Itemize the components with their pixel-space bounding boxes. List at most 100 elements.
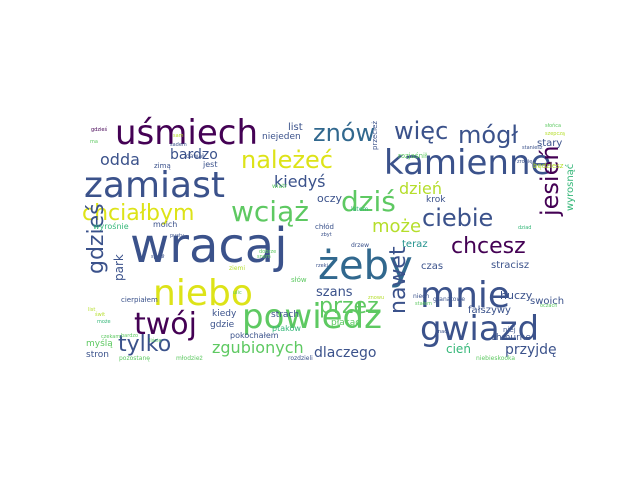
word-moze: może	[372, 216, 422, 237]
word-sam: sam	[173, 133, 184, 139]
word-rozjasnil: rozjaśnił	[398, 152, 427, 160]
word-nalezec: należeć	[241, 146, 333, 174]
word-dzis: dziś	[341, 185, 396, 218]
word-dziad: dziad	[518, 225, 532, 231]
word-stracisz: stracisz	[491, 260, 530, 271]
word-powiedz: powiedz	[242, 297, 382, 337]
word-gwiazd: gwiazd	[420, 309, 540, 349]
word-slonca: słońca	[545, 123, 562, 129]
word-ulic: ulic	[233, 290, 242, 296]
word-kiedys: kiedyś	[274, 172, 326, 191]
word-znowu: znowu	[368, 295, 385, 301]
word-niebo: niebo	[153, 273, 253, 314]
word-strach: strach	[271, 310, 300, 320]
word-wyrosnac: wyrosnąć	[565, 163, 576, 211]
word-ma: ma	[90, 139, 98, 145]
word-dobrze: dobrze	[259, 249, 277, 255]
word-niejeden: niejeden	[262, 132, 301, 142]
word-zima: zimą	[154, 162, 171, 170]
word-pusty: pusty	[170, 233, 184, 239]
word-staniesz: staniesz	[522, 145, 543, 151]
word-przez: przez	[319, 294, 379, 319]
word-wyrosnie: wyrośnie	[93, 222, 129, 231]
word-granatowe: granatowe	[433, 296, 466, 303]
word-spadl: spadł	[151, 254, 165, 260]
word-swit: świt	[95, 312, 106, 318]
word-gdzie: gdzie	[210, 320, 235, 330]
word-chcesz: chcesz	[451, 234, 526, 259]
word-mlodziez: młodzież	[176, 355, 203, 362]
word-szepcza: szepczą	[545, 131, 565, 137]
word-zgubionych: zgubionych	[212, 338, 304, 357]
word-zamiast: zamiast	[84, 165, 225, 206]
word-dzien: dzień	[399, 179, 442, 198]
word-jest: jest	[203, 160, 218, 169]
word-rozdzieli: rozdzieli	[288, 355, 313, 362]
word-czekam: czekam	[101, 334, 121, 340]
word-chmurne: chmurne	[491, 333, 531, 343]
word-park: park	[112, 254, 126, 281]
word-falszywy: fałszywy	[468, 305, 511, 316]
word-nawet: nawet	[386, 246, 411, 314]
word-niej: niej	[503, 326, 516, 334]
word-moich: moich	[153, 220, 178, 229]
word-stary: stary	[537, 138, 563, 149]
word-gdzies: gdzieś	[84, 203, 109, 274]
word-mysla: myślą	[86, 339, 113, 349]
word-pokochalem: pokochałem	[230, 331, 279, 340]
word-stalem: stałem	[415, 301, 432, 307]
word-kamienne: kamienne	[384, 143, 552, 183]
word-bardzo: bardzo	[170, 147, 218, 163]
word-stron: stron	[86, 350, 109, 360]
word-twoj: twój	[134, 307, 197, 342]
word-sadem: sadem	[170, 142, 187, 148]
word-krok: krok	[426, 195, 446, 205]
word-cien: cień	[446, 342, 471, 356]
word-wciaz: wciąż	[231, 195, 309, 228]
word-rzeki: rzeki	[316, 263, 329, 269]
word-list-small: list	[88, 307, 96, 313]
word-ciebie: ciebie	[422, 204, 494, 232]
word-niech: niech	[413, 293, 430, 300]
word-ptakow: ptaków	[272, 324, 301, 333]
word-przeciez: przecież	[371, 120, 379, 150]
word-list: list	[288, 122, 303, 133]
word-zrobie: zrobię	[517, 159, 533, 165]
word-slow: słów	[291, 276, 307, 284]
word-moze-small: może	[97, 319, 111, 325]
word-mnie: mnie	[420, 275, 511, 316]
word-teraz: teraz	[402, 239, 428, 250]
word-gdzies-small: gdzieś	[91, 127, 108, 133]
word-chcialbym: chciałbym	[82, 201, 195, 226]
word-niebieskooka: niebieskooka	[476, 355, 516, 362]
word-jesien: jesień	[536, 145, 564, 216]
word-latem: latem	[351, 206, 369, 213]
word-bedziesz: będziesz	[533, 162, 564, 170]
word-oczy: oczy	[317, 192, 343, 205]
word-zeby: żeby	[318, 243, 413, 289]
word-wracaj: wracaj	[130, 218, 288, 274]
word-nad: nad	[438, 329, 448, 335]
word-zbyt: zbyt	[321, 232, 332, 238]
word-liscie: liście	[149, 338, 162, 344]
word-swoich: swoich	[530, 296, 565, 307]
word-bardzo-small: bardzo	[121, 333, 139, 339]
word-dawal: dawał	[186, 153, 204, 160]
word-drzew: drzew	[351, 242, 370, 249]
word-cierpialem: cierpiałem	[121, 296, 158, 304]
word-usmiech: uśmiech	[115, 113, 258, 153]
word-znow: znów	[313, 119, 376, 147]
word-huczy: huczy	[500, 289, 533, 302]
word-odda: odda	[100, 150, 140, 169]
word-pozostane: pozostanę	[119, 355, 150, 362]
word-przyjde: przyjdę	[505, 342, 557, 358]
word-ziemi: ziemi	[229, 265, 246, 272]
word-czas: czas	[421, 261, 444, 272]
word-chlod: chłód	[315, 223, 335, 231]
word-snem: snem	[257, 254, 271, 260]
word-mogl: mógł	[458, 121, 519, 149]
word-dlaczego: dlaczego	[314, 345, 377, 361]
word-kiedy: kiedy	[212, 309, 237, 319]
word-wiatr: wiatr	[272, 183, 288, 190]
word-wiec: więc	[394, 117, 449, 145]
